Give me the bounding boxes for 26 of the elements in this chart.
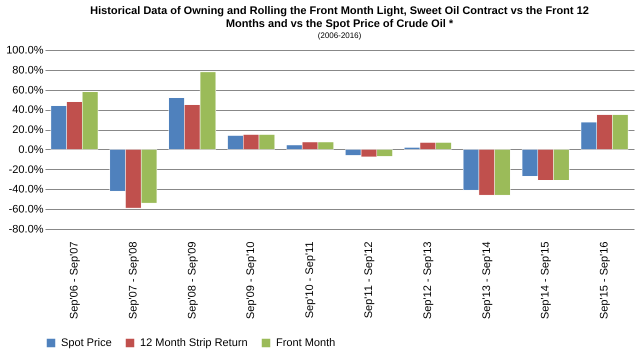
y-tick-label: -40.0% [8, 184, 44, 196]
y-tick-label: 0.0% [18, 144, 44, 156]
x-tick-label: Sep'08 - Sep'09 [186, 242, 198, 320]
text: Months and vs the Spot Price of Crude Oil * [226, 18, 454, 30]
x-tick-label: Sep'12 - Sep'13 [422, 242, 434, 320]
y-tick-label: -80.0% [8, 224, 44, 236]
chart-subtitle: (2006-2016) [318, 31, 362, 40]
y-tick-label: 80.0% [12, 64, 44, 76]
x-tick-label: Sep'15 - Sep'16 [598, 242, 611, 320]
y-tick-label: 40.0% [12, 104, 44, 116]
x-tick-label: Sep'11 - Sep'12 [362, 242, 375, 318]
y-tick-label: -60.0% [8, 204, 44, 216]
x-tick-label: Sep'13 - Sep'14 [480, 242, 493, 320]
legend-label: Spot Price [61, 337, 112, 349]
y-tick-label: -20.0% [8, 164, 44, 176]
y-tick-label: 100.0% [6, 44, 44, 56]
x-tick-label: Sep'07 - Sep'08 [127, 242, 140, 320]
legend-label: 12 Month Strip Return [140, 337, 248, 349]
y-tick-label: 60.0% [12, 84, 44, 96]
y-tick-label: 20.0% [12, 124, 44, 136]
legend-label: Front Month [276, 337, 336, 349]
x-tick-label: Sep'09 - Sep'10 [245, 242, 258, 320]
x-tick-label: Sep'10 - Sep'11 [304, 242, 316, 318]
x-tick-label: Sep'14 - Sep'15 [540, 242, 552, 320]
x-tick-label: Sep'06 - Sep'07 [68, 242, 80, 320]
text: Historical Data of Owning and Rolling the Front Month Light, Sweet Oil Contract vs the Front 12 [90, 5, 589, 17]
